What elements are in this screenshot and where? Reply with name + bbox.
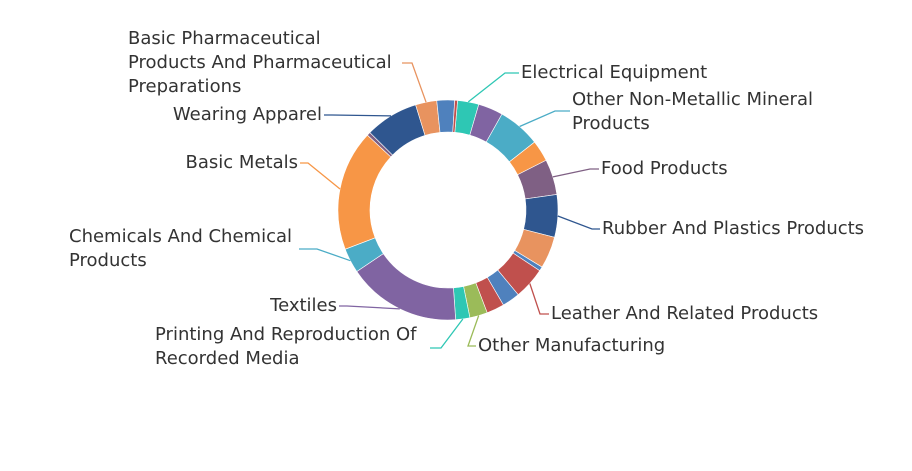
label-printing-and-reproduction-of-recorded-media: Printing And Reproduction Of Recorded Med… [155,324,417,369]
leader-line-rubber-and-plastics-products [557,215,600,230]
label-wearing-apparel: Wearing Apparel [173,104,322,125]
leader-line-other-non-metallic-mineral-products [519,110,570,128]
leader-line-electrical-equipment [467,72,519,103]
label-other-non-metallic-mineral-products: Other Non-Metallic Mineral Products [572,89,813,134]
slices-layer [337,99,559,321]
leader-line-wearing-apparel [324,114,392,117]
leader-line-chemicals-and-chemical-products [299,248,351,262]
leader-line-other-manufacturing [467,315,480,347]
slice-unlabeled-19[interactable] [436,99,456,133]
labels-layer: Electrical Equipment Other Non-Metallic M… [69,28,864,369]
label-electrical-equipment: Electrical Equipment [521,62,707,83]
leader-line-basic-pharmaceutical-products-and-pharmaceutical-preparations [402,62,427,103]
label-leather-and-related-products: Leather And Related Products [551,303,818,324]
leader-line-textiles [339,305,400,310]
label-chemicals-and-chemical-products: Chemicals And Chemical Products [69,226,292,271]
slice-textiles[interactable] [356,253,456,321]
leader-line-leather-and-related-products [529,283,549,315]
label-food-products: Food Products [601,158,728,179]
leader-line-food-products [552,168,599,178]
slice-unlabeled-20[interactable] [452,99,458,133]
slice-basic-metals[interactable] [337,134,392,250]
label-basic-pharmaceutical-products-and-pharmaceutical-preparations: Basic Pharmaceutical Products And Pharmac… [128,28,392,97]
leader-line-printing-and-reproduction-of-recorded-media [430,318,464,349]
leader-line-basic-metals [300,162,341,190]
label-rubber-and-plastics-products: Rubber And Plastics Products [602,218,864,239]
label-other-manufacturing: Other Manufacturing [478,335,665,356]
label-textiles: Textiles [269,295,337,316]
label-basic-metals: Basic Metals [186,152,298,173]
